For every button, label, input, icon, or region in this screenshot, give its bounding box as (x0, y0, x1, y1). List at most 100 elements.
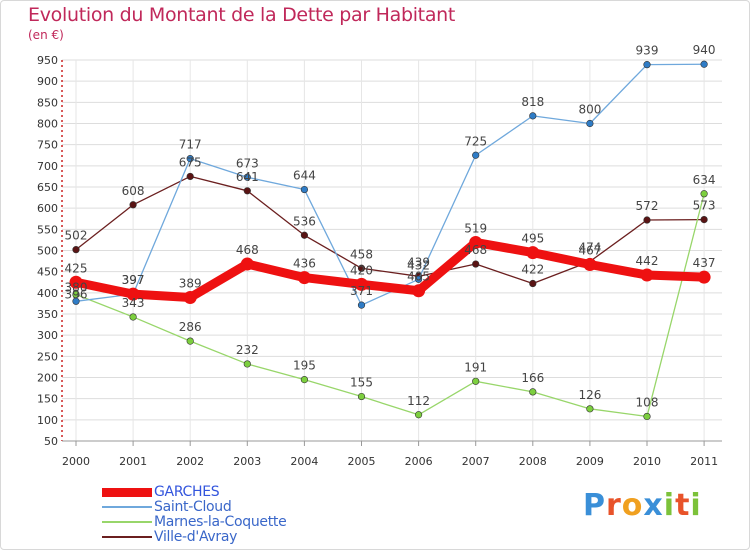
data-point (643, 216, 651, 224)
data-label: 397 (122, 273, 145, 287)
data-point (129, 313, 137, 321)
data-point (357, 301, 366, 309)
y-tick-label: 200 (37, 372, 58, 385)
y-axis-labels: 50 100 150 200 250 300 350 400 450 500 550 600 650 70… (37, 54, 58, 448)
logo-letter: o (621, 488, 644, 523)
y-tick-label: 950 (37, 54, 58, 67)
data-point (415, 275, 423, 283)
data-point (643, 412, 651, 421)
data-point (243, 187, 251, 195)
chart-unit: (en €) (28, 28, 64, 42)
data-point (700, 60, 708, 68)
y-tick-label: 350 (37, 308, 58, 321)
data-label: 468 (236, 243, 259, 257)
data-point (300, 185, 309, 194)
legend-swatch (102, 506, 152, 508)
data-point (126, 287, 140, 301)
x-tick-label: 2001 (119, 455, 147, 468)
y-tick-label: 300 (37, 329, 58, 342)
data-label: 286 (179, 320, 202, 334)
data-label: 467 (578, 243, 601, 257)
data-point (586, 405, 594, 413)
data-label: 422 (521, 263, 544, 277)
y-tick-label: 800 (37, 118, 58, 131)
data-label: 389 (179, 276, 202, 290)
data-point (472, 151, 480, 159)
data-label: 818 (521, 95, 544, 109)
x-axis-labels: 2000 2001 2002 2003 2004 2005 2006 2007 2008 2009… (62, 455, 718, 468)
data-point (643, 61, 651, 69)
data-label: 155 (350, 376, 373, 390)
data-label: 232 (236, 343, 259, 357)
data-label: 939 (636, 44, 659, 58)
chart-title: Evolution du Montant de la Dette par Hab… (28, 4, 456, 26)
x-tick-label: 2008 (519, 455, 547, 468)
data-label: 405 (407, 270, 430, 284)
y-tick-label: 750 (37, 139, 58, 152)
data-point (700, 215, 708, 224)
legend-label: Marnes-la-Coquette (154, 514, 287, 530)
data-point (300, 376, 309, 384)
data-point (243, 360, 251, 368)
y-tick-label: 900 (37, 75, 58, 88)
data-point (700, 190, 708, 198)
axes (61, 60, 722, 446)
data-point (300, 231, 309, 239)
data-point (240, 257, 254, 271)
logo-letter: x (643, 488, 664, 523)
series-line (71, 237, 709, 302)
logo-letter: t (675, 488, 691, 523)
data-point (355, 277, 368, 291)
data-label: 112 (407, 394, 430, 408)
data-label: 502 (65, 229, 88, 243)
data-point (640, 268, 654, 282)
logo-letter: i (663, 488, 676, 523)
y-tick-label: 500 (37, 245, 58, 258)
data-point (586, 119, 594, 128)
y-tick-label: 50 (44, 435, 58, 448)
data-point (297, 271, 311, 285)
data-point (526, 246, 540, 260)
data-point (183, 290, 197, 304)
series-line (75, 63, 705, 306)
data-label: 371 (350, 284, 373, 298)
data-point (529, 388, 537, 396)
data-point (186, 337, 194, 345)
data-point (72, 297, 80, 305)
x-tick-label: 2010 (633, 455, 661, 468)
data-label: 725 (464, 134, 487, 148)
data-point (472, 377, 480, 385)
data-point (243, 173, 251, 181)
data-label: 126 (578, 388, 601, 402)
data-label: 380 (65, 280, 88, 294)
data-label: 495 (521, 232, 544, 246)
y-tick-label: 400 (37, 287, 58, 300)
data-label: 432 (407, 258, 430, 272)
data-label: 195 (293, 359, 316, 373)
legend-swatch (102, 536, 152, 538)
logo-letter: r (606, 488, 622, 523)
series-group (69, 60, 711, 421)
data-label: 343 (122, 296, 145, 310)
data-label: 474 (578, 241, 601, 255)
legend-label: Saint-Cloud (154, 499, 232, 515)
x-tick-label: 2011 (690, 455, 718, 468)
legend-label: Ville-d'Avray (154, 529, 238, 545)
data-label: 641 (236, 170, 259, 184)
series-line (75, 193, 705, 418)
y-tick-label: 650 (37, 181, 58, 194)
data-point (357, 264, 366, 272)
data-label: 800 (578, 103, 601, 117)
data-label: 572 (636, 199, 659, 213)
data-label: 397 (122, 273, 145, 287)
data-point (583, 257, 597, 271)
x-tick-label: 2009 (576, 455, 604, 468)
legend-label: GARCHES (154, 484, 220, 500)
data-point (469, 235, 483, 249)
y-tick-label: 850 (37, 96, 58, 109)
data-point (412, 284, 426, 298)
y-tick-label: 700 (37, 160, 58, 173)
data-label: 166 (521, 371, 544, 385)
